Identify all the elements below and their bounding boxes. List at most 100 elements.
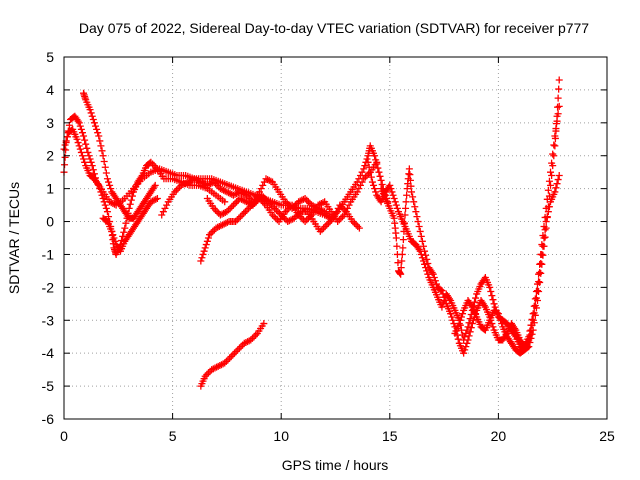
series-track-4	[99, 195, 161, 255]
data-point-marker	[494, 310, 502, 318]
data-point-marker	[417, 232, 425, 240]
data-point-marker	[324, 211, 332, 219]
data-point-marker	[314, 201, 322, 209]
data-point-marker	[399, 236, 407, 244]
data-point-marker	[125, 204, 133, 212]
data-point-marker	[360, 175, 368, 183]
data-point-marker	[393, 242, 401, 250]
data-point-marker	[190, 175, 198, 183]
data-point-marker	[326, 218, 334, 226]
data-point-marker	[82, 140, 90, 148]
data-point-marker	[223, 208, 231, 216]
data-point-marker	[251, 199, 259, 207]
data-point-marker	[460, 349, 468, 357]
data-point-marker	[446, 295, 454, 303]
data-point-marker	[358, 168, 366, 176]
data-point-marker	[264, 176, 272, 184]
data-point-marker	[198, 179, 206, 187]
data-point-marker	[337, 214, 345, 222]
data-point-marker	[61, 141, 69, 149]
data-point-marker	[227, 352, 235, 360]
data-point-marker	[368, 178, 376, 186]
data-point-marker	[322, 209, 330, 217]
data-point-marker	[217, 361, 225, 369]
data-point-marker	[465, 332, 473, 340]
data-point-marker	[212, 224, 220, 232]
data-point-marker	[149, 160, 157, 168]
data-point-marker	[317, 199, 325, 207]
data-point-marker	[354, 222, 362, 230]
data-point-marker	[303, 216, 311, 224]
data-point-marker	[373, 158, 381, 166]
data-point-marker	[422, 251, 430, 259]
data-point-marker	[229, 351, 237, 359]
y-tick-label: -5	[42, 378, 55, 394]
data-point-marker	[495, 313, 503, 321]
data-point-marker	[283, 199, 291, 207]
data-point-marker	[548, 159, 556, 167]
y-tick-label: -6	[42, 411, 55, 427]
data-point-marker	[274, 208, 282, 216]
data-point-marker	[371, 185, 379, 193]
data-point-marker	[295, 198, 303, 206]
data-point-marker	[545, 203, 553, 211]
data-point-marker	[553, 180, 561, 188]
data-point-marker	[213, 208, 221, 216]
data-point-marker	[151, 181, 159, 189]
data-point-marker	[363, 171, 371, 179]
data-point-marker	[240, 209, 248, 217]
data-point-marker	[214, 362, 222, 370]
data-point-marker	[211, 364, 219, 372]
data-point-marker	[242, 338, 250, 346]
data-point-marker	[554, 176, 562, 184]
y-tick-label: 4	[46, 82, 54, 98]
data-point-marker	[536, 269, 544, 277]
data-point-marker	[372, 188, 380, 196]
data-point-marker	[493, 309, 501, 317]
data-point-marker	[366, 168, 374, 176]
data-point-marker	[172, 186, 180, 194]
data-point-marker	[537, 260, 545, 268]
data-point-marker	[233, 190, 241, 198]
data-point-marker	[352, 221, 360, 229]
data-point-marker	[209, 227, 217, 235]
data-point-marker	[399, 244, 407, 252]
data-point-marker	[158, 211, 166, 219]
data-point-marker	[467, 324, 475, 332]
data-point-marker	[88, 112, 96, 120]
data-point-marker	[440, 293, 448, 301]
data-point-marker	[423, 255, 431, 263]
data-point-marker	[349, 218, 357, 226]
data-point-marker	[461, 346, 469, 354]
data-point-marker	[540, 234, 548, 242]
data-point-marker	[99, 152, 107, 160]
data-point-marker	[438, 303, 446, 311]
data-point-marker	[320, 224, 328, 232]
data-point-marker	[489, 323, 497, 331]
data-point-marker	[207, 229, 215, 237]
data-point-marker	[97, 142, 105, 150]
data-point-marker	[149, 197, 157, 205]
data-point-marker	[324, 219, 332, 227]
y-tick-label: -1	[42, 246, 55, 262]
data-point-marker	[137, 173, 145, 181]
x-axis-label: GPS time / hours	[282, 457, 389, 473]
data-point-marker	[238, 189, 246, 197]
data-point-marker	[231, 199, 239, 207]
data-point-marker	[527, 326, 535, 334]
data-point-marker	[238, 211, 246, 219]
data-point-marker	[364, 158, 372, 166]
data-point-marker	[267, 177, 275, 185]
data-point-marker	[415, 222, 423, 230]
data-point-marker	[76, 122, 84, 130]
data-point-marker	[206, 231, 214, 239]
data-point-marker	[108, 227, 116, 235]
data-point-marker	[61, 153, 69, 161]
data-point-marker	[93, 125, 101, 133]
data-point-marker	[303, 196, 311, 204]
data-point-marker	[243, 206, 251, 214]
data-point-marker	[215, 222, 223, 230]
data-point-marker	[197, 178, 205, 186]
data-point-marker	[299, 195, 307, 203]
data-point-marker	[201, 372, 209, 380]
